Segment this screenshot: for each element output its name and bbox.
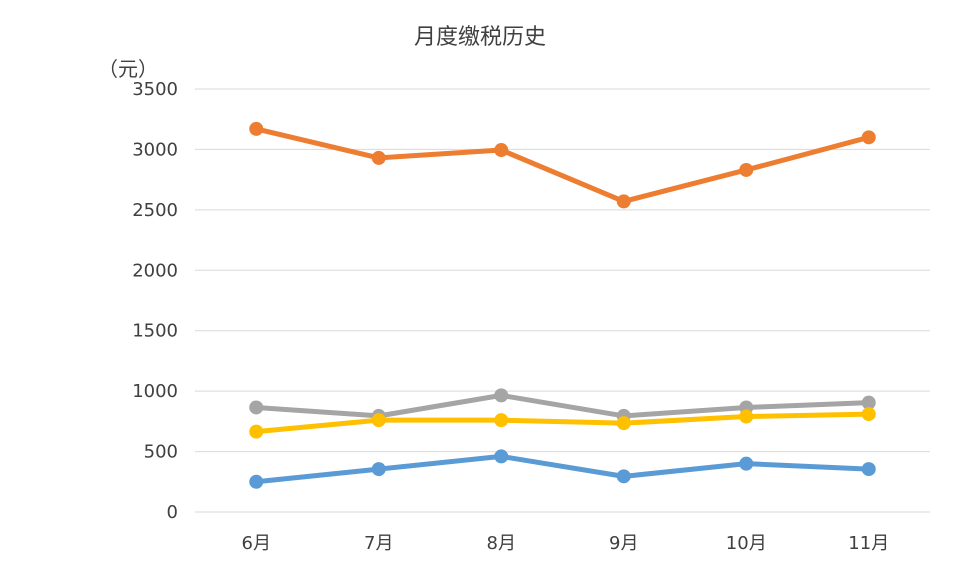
data-point (249, 474, 264, 489)
y-tick-label: 0 (167, 502, 178, 523)
data-point (739, 162, 754, 177)
y-axis-unit-label: （元） (98, 57, 158, 81)
data-point (494, 413, 509, 428)
series-line (253, 411, 872, 435)
data-point (739, 409, 754, 424)
y-tick-label: 2500 (132, 200, 178, 221)
data-point (616, 416, 631, 431)
data-point (371, 150, 386, 165)
y-tick-label: 500 (144, 442, 178, 463)
y-tick-label: 2000 (132, 260, 178, 281)
x-axis-ticks: 6月 7月 8月 9月 10月 11月 (242, 533, 890, 554)
data-point (249, 424, 264, 439)
y-tick-label: 1500 (132, 321, 178, 342)
data-point (371, 413, 386, 428)
data-point (494, 143, 509, 158)
data-point (494, 388, 509, 403)
y-axis-ticks: 0 500 1000 1500 2000 2500 3000 3500 (132, 79, 178, 523)
y-tick-label: 3000 (132, 139, 178, 160)
data-point (249, 400, 264, 415)
series-lines (249, 121, 876, 489)
data-point (861, 395, 876, 410)
series-3 (249, 449, 876, 489)
x-tick-label: 8月 (487, 533, 516, 554)
series-2 (249, 407, 876, 439)
data-point (861, 462, 876, 477)
data-point (249, 121, 264, 136)
series-line (253, 392, 872, 419)
series-line (253, 453, 872, 485)
series-1 (249, 388, 876, 423)
x-tick-label: 9月 (609, 533, 638, 554)
data-point (494, 449, 509, 464)
x-tick-label: 10月 (726, 533, 767, 554)
data-point (616, 469, 631, 484)
y-tick-label: 3500 (132, 79, 178, 100)
data-point (616, 194, 631, 209)
y-tick-label: 1000 (132, 381, 178, 402)
data-point (739, 456, 754, 471)
gridlines (195, 88, 930, 513)
chart-title: 月度缴税历史 (414, 25, 546, 50)
data-point (861, 407, 876, 422)
x-tick-label: 6月 (242, 533, 271, 554)
series-0 (249, 121, 876, 209)
data-point (371, 462, 386, 477)
x-tick-label: 7月 (364, 533, 393, 554)
data-point (861, 130, 876, 145)
x-tick-label: 11月 (848, 533, 889, 554)
series-line (253, 126, 872, 204)
